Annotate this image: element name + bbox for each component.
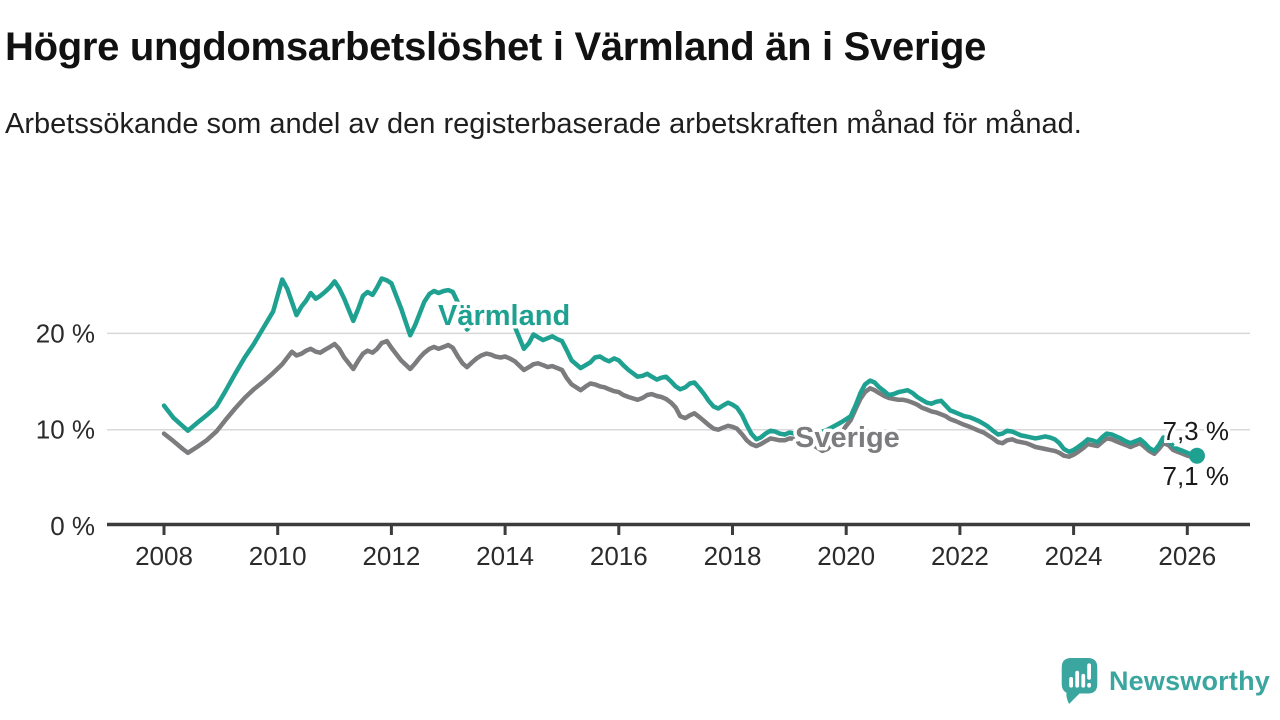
- y-tick-label: 10 %: [36, 415, 95, 445]
- newsworthy-logo: Newsworthy: [1061, 658, 1270, 704]
- series-label-värmland: Värmland: [438, 300, 570, 332]
- series-line-sverige: [161, 338, 1200, 460]
- newsworthy-logo-text: Newsworthy: [1108, 665, 1270, 696]
- series-label-sverige: Sverige: [795, 422, 900, 454]
- chart-title: Högre ungdomsarbetslöshet i Värmland än …: [5, 25, 987, 69]
- x-tick-label: 2022: [931, 541, 989, 571]
- chart-subtitle: Arbetssökande som andel av den registerb…: [5, 108, 1082, 140]
- x-tick-label: 2008: [135, 541, 193, 571]
- end-value-label-sverige: 7,1 %: [1163, 461, 1230, 491]
- x-tick-label: 2020: [817, 541, 875, 571]
- x-tick-label: 2026: [1158, 541, 1216, 571]
- newsworthy-logo-icon: [1061, 658, 1098, 704]
- y-tick-label: 0 %: [50, 511, 95, 541]
- end-value-label-värmland: 7,3 %: [1163, 416, 1230, 446]
- x-tick-label: 2024: [1045, 541, 1103, 571]
- y-tick-label: 20 %: [36, 318, 95, 348]
- x-tick-label: 2018: [704, 541, 762, 571]
- x-tick-label: 2012: [362, 541, 420, 571]
- series-end-dot: [1188, 447, 1205, 464]
- series-line-värmland: [161, 276, 1200, 458]
- x-tick-label: 2010: [249, 541, 307, 571]
- x-tick-label: 2014: [476, 541, 534, 571]
- x-tick-label: 2016: [590, 541, 648, 571]
